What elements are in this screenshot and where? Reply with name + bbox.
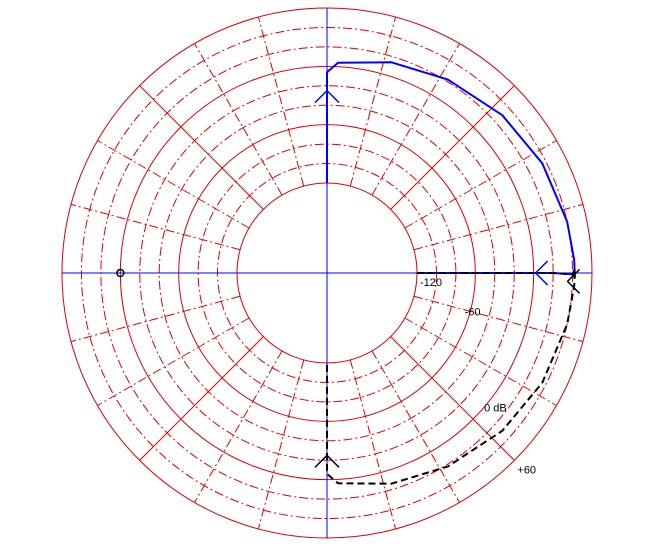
grid-spoke-dashed bbox=[349, 16, 397, 187]
db-tick-label: -120 bbox=[420, 277, 442, 289]
grid-spoke-dashed bbox=[404, 140, 557, 229]
grid-spoke-dashed bbox=[70, 295, 241, 343]
grid-spoke-solid bbox=[139, 85, 264, 210]
grid-spoke-dashed bbox=[194, 43, 283, 196]
grid-spoke-dashed bbox=[371, 43, 460, 196]
db-tick-label: -60 bbox=[465, 306, 481, 318]
grid-spoke-solid bbox=[390, 85, 515, 210]
grid-spoke-dashed bbox=[97, 140, 250, 229]
grid-spoke-dashed bbox=[70, 203, 241, 251]
db-tick-label: 0 dB bbox=[484, 402, 507, 414]
grid-spoke-dashed bbox=[413, 295, 584, 343]
nyquist-positive-branch bbox=[326, 61, 576, 279]
grid-spoke-dashed bbox=[257, 16, 305, 187]
grid-spoke-dashed bbox=[97, 317, 250, 406]
grid-spoke-solid bbox=[139, 336, 264, 461]
direction-arrow bbox=[566, 268, 581, 294]
grid-spoke-dashed bbox=[257, 359, 305, 530]
series-layer bbox=[314, 61, 581, 485]
tick-labels: -120 -60 0 dB +60 bbox=[420, 277, 536, 476]
grid-spoke-dashed bbox=[349, 359, 397, 530]
critical-point-layer bbox=[116, 268, 125, 278]
grid-spoke-dashed bbox=[194, 350, 283, 503]
nyquist-negative-branch bbox=[326, 267, 576, 485]
grid-spoke-dashed bbox=[413, 203, 584, 251]
direction-arrow bbox=[314, 454, 340, 468]
grid-spoke-solid bbox=[390, 336, 515, 461]
db-tick-label: +60 bbox=[517, 464, 536, 476]
direction-arrow bbox=[534, 260, 549, 286]
critical-point-marker bbox=[116, 268, 125, 278]
grid-spoke-dashed bbox=[404, 317, 557, 406]
direction-arrow bbox=[314, 89, 340, 104]
grid-spoke-dashed bbox=[371, 350, 460, 503]
